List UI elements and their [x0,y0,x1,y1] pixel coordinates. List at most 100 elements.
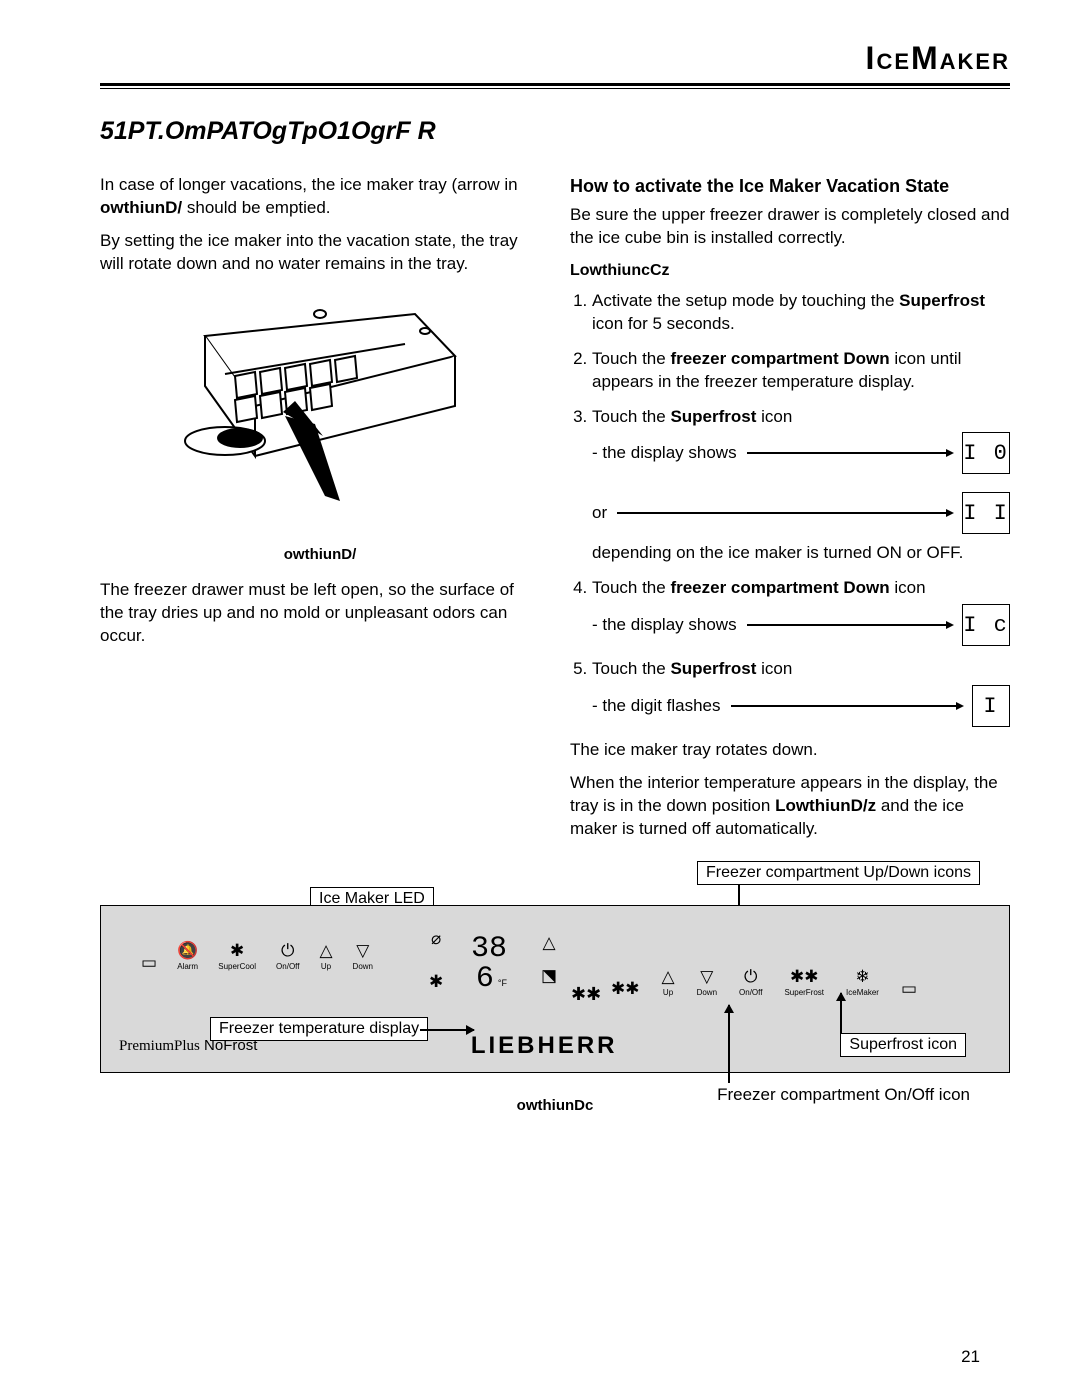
panel-icon: ✱SuperCool [218,942,256,971]
panel-icon-glyph: ✱✱ [611,980,640,997]
panel-icon-label: On/Off [276,962,299,971]
right-icon-row: ✱✱ △ Up ▽ Down ⏻ On/Off ✱✱ SuperFrost ❄ IceMaker ▭ [611,968,917,997]
text: Superfrost [899,291,985,310]
text: should be emptied. [182,198,330,217]
two-column-body: In case of longer vacations, the ice mak… [100,174,1010,851]
display-box: I [972,685,1010,727]
text: Superfrost [670,407,756,426]
panel-icon: ▽Down [353,942,373,971]
right-small-col: △⬔ [541,934,557,984]
panel-icon: ▭ [901,980,917,997]
text: Superfrost [670,659,756,678]
temp-top: 38 [471,934,507,964]
panel-icon: 🔕 Alarm [177,942,198,971]
page-number: 21 [961,1347,980,1367]
fig-ref: owthiunD/ [100,198,182,217]
left-p1: In case of longer vacations, the ice mak… [100,174,540,220]
procedure-label: LowthiuncCz [570,260,1010,282]
procedure-steps: Activate the setup mode by touching the … [570,290,1010,728]
callout-arrow-up [840,993,842,1033]
panel-icon-glyph: △ [662,968,675,985]
panel-icon-glyph: ⏻ [744,968,757,985]
left-icon-row: ▭ 🔕 Alarm ✱SuperCool ⏻On/Off △ Up ▽Down [141,942,373,971]
panel-icon-glyph: △ [319,942,332,959]
right-heading: How to activate the Ice Maker Vacation S… [570,174,1010,198]
panel-icon: ▽ Down [697,968,717,997]
panel-icon: ⌀ [429,930,443,947]
callout-freezer-temp: Freezer temperature display [210,1017,428,1041]
panel-icon-glyph: ✱ [230,942,244,959]
mid-icon-col: ⌀✱ [429,930,443,990]
arrow-line [747,624,952,626]
text: icon until [890,349,962,368]
display-box: I I [962,492,1010,534]
step-3: Touch the Superfrost icon - the display … [592,406,1010,566]
callout-updown: Freezer compartment Up/Down icons [697,861,980,885]
panel-icon: ⬔ [541,967,557,984]
panel-icon: △ Up [319,942,332,971]
text: icon for 5 seconds. [592,314,735,333]
panel-icon-glyph: ✱✱ [790,968,819,985]
step-1: Activate the setup mode by touching the … [592,290,1010,336]
temp-bot: 6 [476,964,494,994]
figure-2-caption: owthiunDc [100,1097,1010,1114]
text: icon [756,407,792,426]
text: Touch the [592,659,670,678]
text: - the display shows [592,442,737,465]
text: or [592,502,607,525]
panel-icon: ⏻ On/Off [739,968,762,997]
arrow-line [731,705,962,707]
text: - the digit flashes [592,695,721,718]
panel-icon-glyph: ▽ [356,942,369,959]
text: Activate the setup mode by touching the [592,291,899,310]
text: freezer compartment Down [670,349,889,368]
brand-logo: LIEBHERR [471,1032,618,1060]
text: - the display shows [592,614,737,637]
panel-icon-label: Alarm [177,962,198,971]
text: Touch the [592,407,670,426]
step-4: Touch the freezer compartment Down icon … [592,577,1010,646]
left-p3: The freezer drawer must be left open, so… [100,579,540,648]
panel-icon-glyph: ▭ [141,954,157,971]
panel-icon-label: Down [697,988,717,997]
panel-icon: ✱✱ SuperFrost [784,968,824,997]
temp-display: 38 6 °F [471,934,507,994]
panel-icon: ✱✱ [611,980,640,997]
text: In case of longer vacations, the ice mak… [100,175,518,194]
panel-icon: △ Up [662,968,675,997]
text: appears in the freezer temperature displ… [592,372,915,391]
right-intro: Be sure the upper freezer drawer is comp… [570,204,1010,250]
left-p2: By setting the ice maker into the vacati… [100,230,540,276]
text: icon [890,578,926,597]
panel-icon-glyph: ▽ [700,968,713,985]
display-box: I 0 [962,432,1010,474]
panel-icon-label: SuperFrost [784,988,824,997]
display-box: I c [962,604,1010,646]
panel-icon-glyph: 🔕 [177,942,198,959]
text: Touch the [592,578,670,597]
panel-icon: ⏻On/Off [276,942,299,971]
callout-arrow-up [728,1005,730,1083]
after-2: When the interior temperature appears in… [570,772,1010,841]
text: LowthiunD/z [775,796,876,815]
arrow-line [747,452,952,454]
temp-unit: °F [498,978,507,988]
panel-icon-glyph: ✱ [429,973,443,990]
panel-icon-glyph: ❄ [855,968,869,985]
header-title: IceMaker [100,40,1010,77]
callout-superfrost: Superfrost icon [840,1033,966,1057]
figure-1-caption: owthiunD/ [100,545,540,565]
section-title: 51PT.OmPATOgTpO1OgrF R [100,117,1010,146]
panel-icon-label: On/Off [739,988,762,997]
panel-icon-glyph: △ [542,934,555,951]
panel-icon-label: Up [663,988,673,997]
panel-icon-label: Up [321,962,331,971]
panel-icon: ✱ [429,973,443,990]
arrow-line [617,512,952,514]
header-rule [100,83,1010,89]
text: freezer compartment Down [670,578,889,597]
step-5: Touch the Superfrost icon - the digit fl… [592,658,1010,727]
after-1: The ice maker tray rotates down. [570,739,1010,762]
panel-icon-label: IceMaker [846,988,879,997]
text: icon [756,659,792,678]
